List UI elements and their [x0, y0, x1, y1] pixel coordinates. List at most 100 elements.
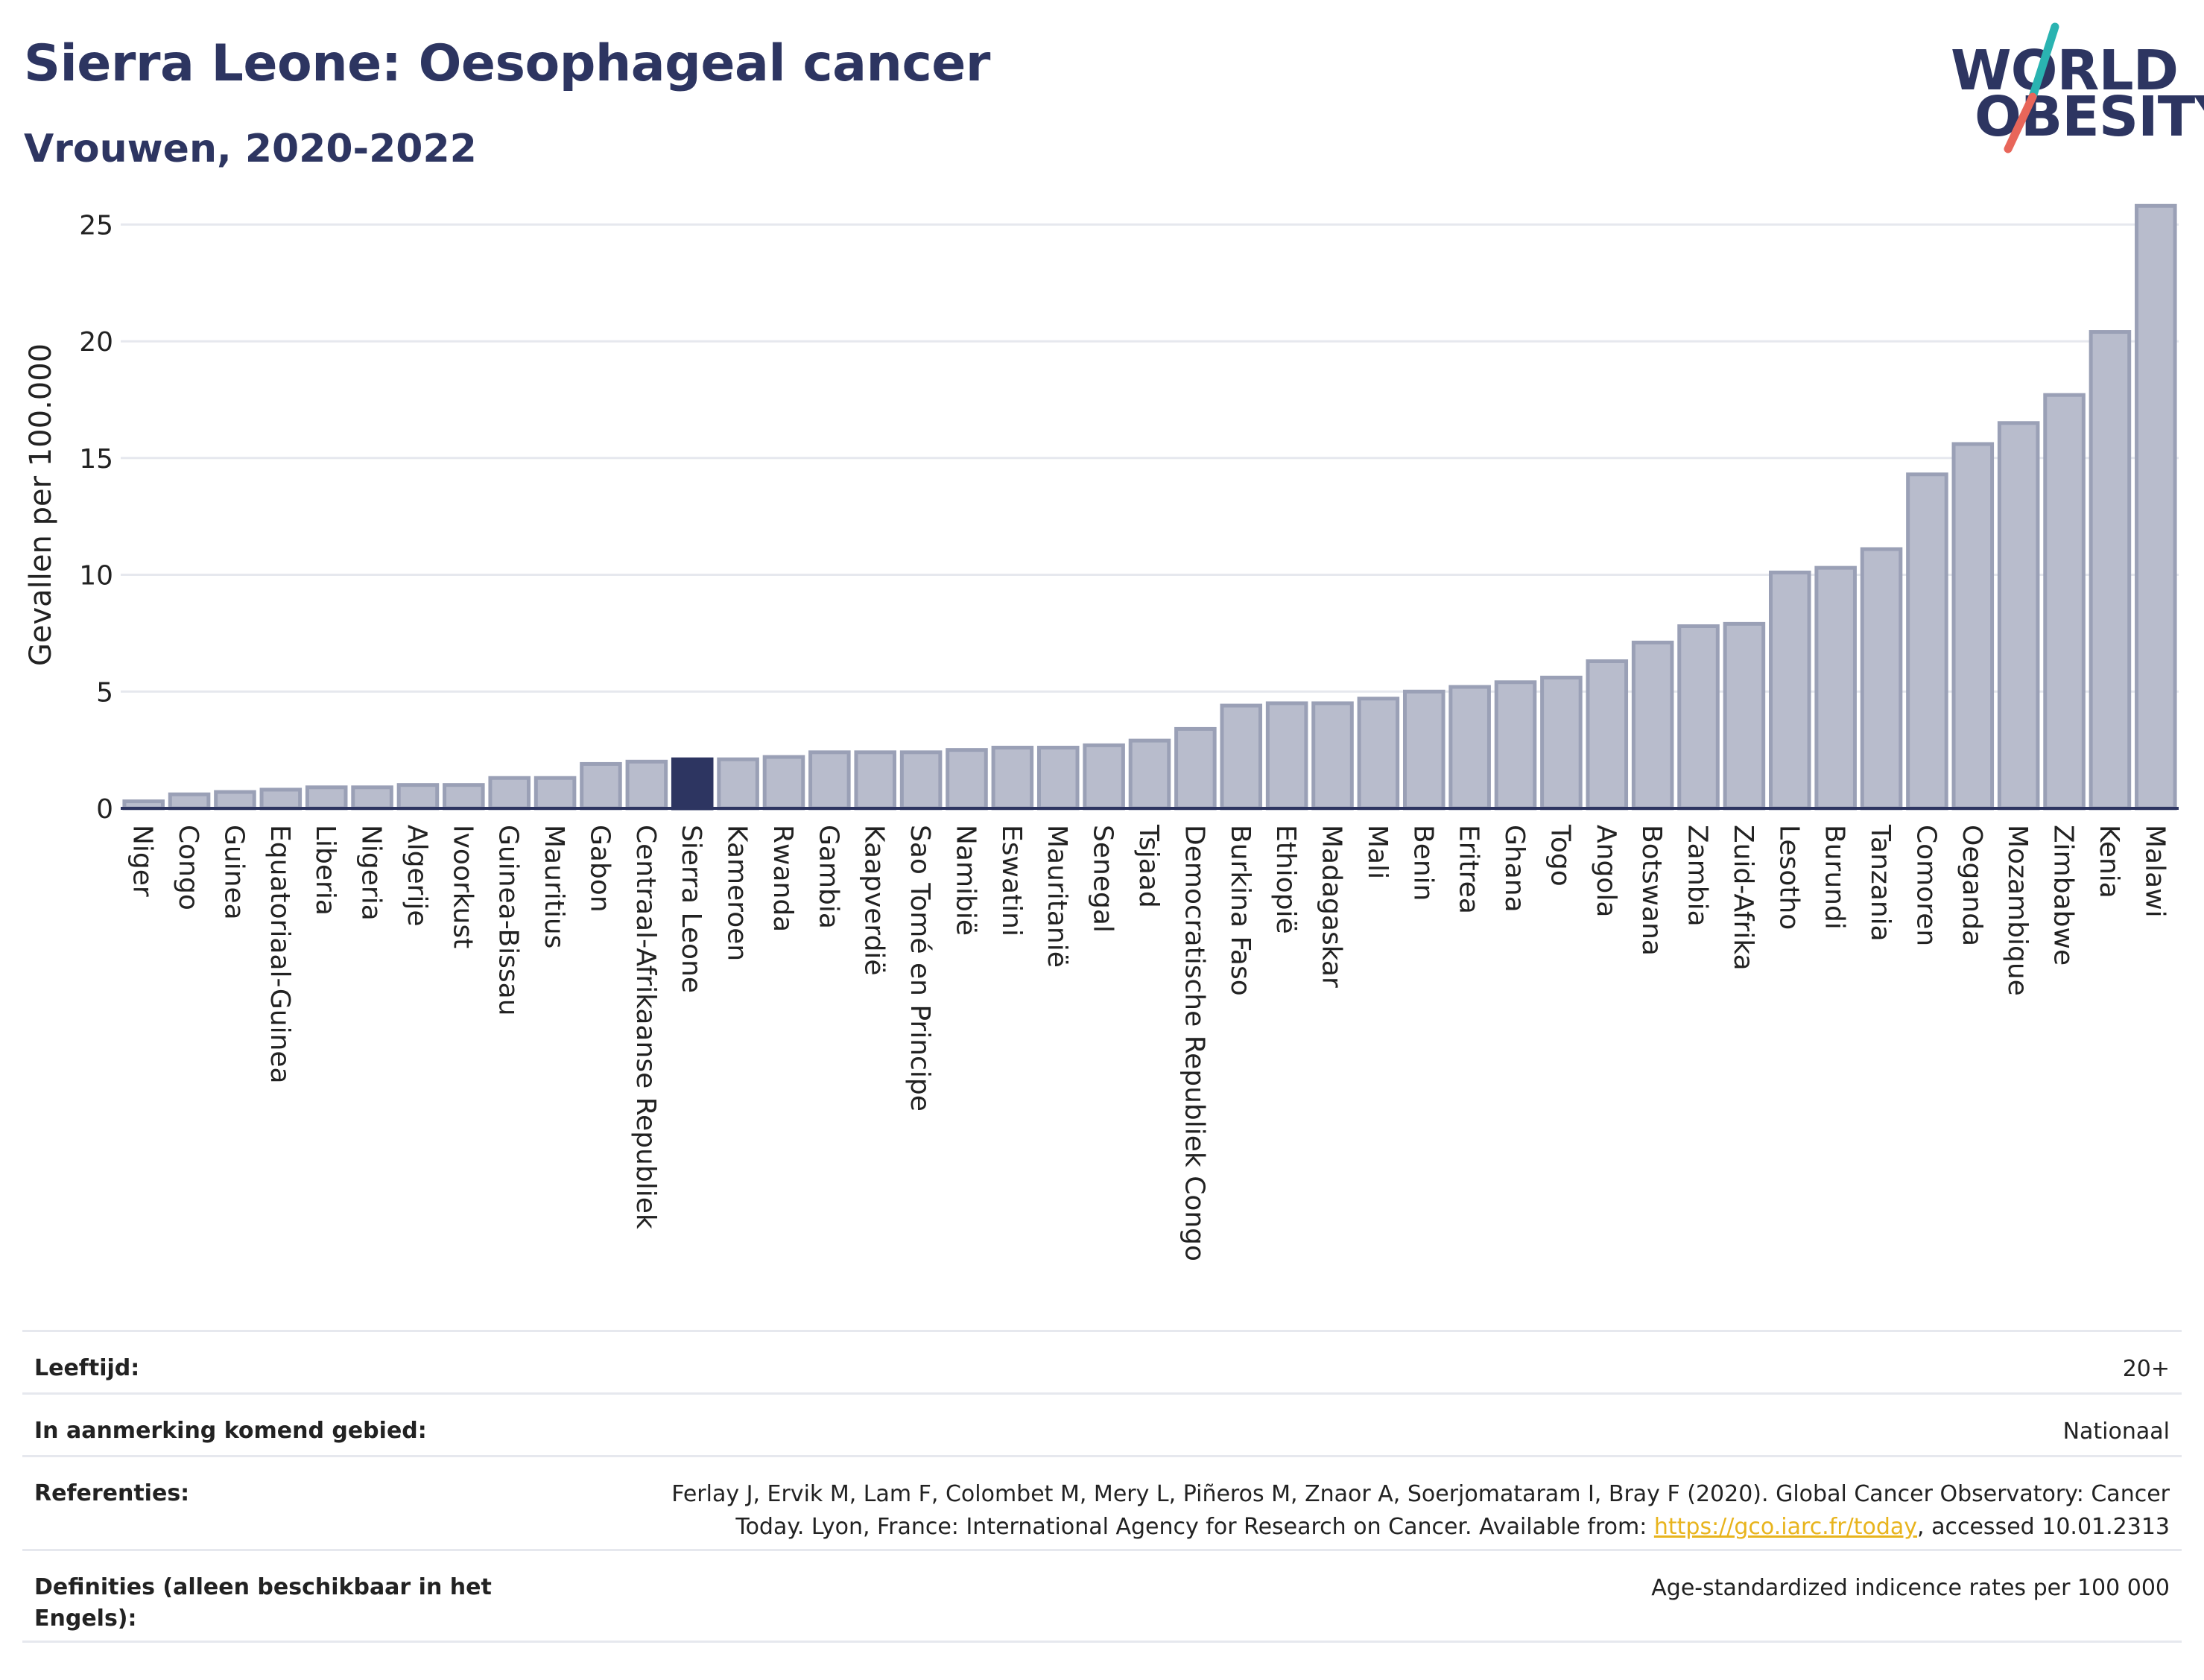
x-tick-label: Kameroen	[722, 825, 753, 961]
bar	[2089, 330, 2132, 811]
bar	[1174, 726, 1217, 811]
bar	[2135, 203, 2177, 811]
references-text-3: , accessed 10.01.2313	[1917, 1514, 2170, 1540]
bar	[1402, 689, 1445, 811]
references-text-2: Today. Lyon, France: International Agenc…	[735, 1514, 1654, 1540]
bar	[1311, 701, 1354, 811]
bar	[1769, 570, 1811, 811]
bar	[214, 790, 256, 811]
references-value: Ferlay J, Ervik M, Lam F, Colombet M, Me…	[671, 1478, 2170, 1544]
age-label: Leeftijd:	[34, 1355, 140, 1381]
bar	[1586, 659, 1629, 811]
area-value: Nationaal	[2062, 1419, 2170, 1445]
bar	[1951, 442, 1995, 811]
x-tick-label: Guinea	[218, 825, 249, 920]
bar	[717, 757, 759, 811]
x-tick-label: Equatoriaal-Guinea	[265, 825, 295, 1084]
bar	[1997, 421, 2040, 811]
x-tick-label: Gabon	[584, 825, 615, 913]
chart-subtitle: Vrouwen, 2020-2022	[24, 127, 477, 171]
meta-row-definitions: Definities (alleen beschikbaar in het En…	[22, 1549, 2182, 1643]
references-text-1: Ferlay J, Ervik M, Lam F, Colombet M, Me…	[671, 1481, 2170, 1507]
x-tick-label: Madagaskar	[1317, 825, 1347, 988]
x-tick-label: Zimbabwe	[2048, 825, 2079, 966]
x-tick-label: Eswatini	[996, 825, 1027, 936]
x-tick-label: Botswana	[1636, 825, 1667, 956]
meta-row-references: Referenties: Ferlay J, Ervik M, Lam F, C…	[22, 1455, 2182, 1549]
bar	[946, 748, 988, 811]
x-tick-label: Kaapverdië	[859, 825, 890, 976]
bar	[168, 792, 211, 811]
bar	[762, 755, 805, 811]
bar-chart: 0 5 10 15 20 25 Gevallen per 100.000 Niger Congo…	[24, 203, 2179, 1261]
references-link[interactable]: https://gco.iarc.fr/today	[1653, 1514, 1918, 1540]
logo-text-world: WORLD	[1951, 39, 2179, 103]
world-obesity-logo[interactable]: WORLD OBESITY	[1937, 15, 2204, 164]
x-tick-label: Mauritanië	[1042, 825, 1072, 968]
x-tick-label: Sierra Leone	[676, 825, 706, 993]
area-label: In aanmerking komend gebied:	[34, 1418, 427, 1444]
x-tick-label: Niger	[127, 825, 158, 897]
bar	[1723, 621, 1766, 811]
bar	[259, 787, 303, 811]
x-tick-label: Angola	[1591, 825, 1621, 917]
y-axis-label: Gevallen per 100.000	[24, 343, 58, 666]
meta-row-area: In aanmerking komend gebied: Nationaal	[22, 1392, 2182, 1455]
bar	[396, 783, 440, 811]
x-tick-label: Ethiopië	[1270, 825, 1301, 934]
x-tick-label: Lesotho	[1773, 825, 1804, 930]
x-tick-label: Tsjaad	[1133, 824, 1164, 908]
references-label: Referenties:	[34, 1480, 190, 1506]
bar	[808, 750, 851, 811]
x-tick-label: Burkina Faso	[1225, 825, 1255, 996]
x-tick-label: Ivoorkust	[447, 825, 478, 948]
bar	[854, 750, 897, 811]
x-tick-label: Nigeria	[356, 825, 387, 921]
definitions-value: Age-standardized indicence rates per 100…	[1651, 1575, 2170, 1601]
x-tick-label: Rwanda	[767, 825, 798, 932]
x-tick-label: Kenia	[2094, 825, 2124, 898]
bar	[580, 761, 622, 811]
bar	[2043, 393, 2086, 811]
x-tick-label: Malawi	[2139, 825, 2170, 918]
bar	[991, 746, 1034, 811]
bar	[1540, 675, 1583, 811]
y-tick-label: 15	[79, 444, 113, 475]
x-tick-label: Ghana	[1499, 825, 1530, 913]
logo-slash-bottom	[2004, 92, 2037, 153]
y-tick-label: 5	[96, 677, 113, 708]
x-tick-label: Sao Tomé en Principe	[905, 825, 935, 1112]
x-tick-label: Algerije	[402, 825, 432, 927]
x-tick-label: Benin	[1407, 825, 1438, 901]
x-tick-label: Guinea-Bissau	[493, 825, 524, 1016]
definitions-label: Definities (alleen beschikbaar in het En…	[34, 1574, 492, 1632]
bar	[1265, 701, 1308, 811]
bar	[1494, 680, 1537, 811]
chart-title: Sierra Leone: Oesophageal cancer	[24, 34, 990, 93]
bar	[533, 776, 577, 811]
y-tick-label: 10	[79, 561, 113, 592]
x-tick-label: Oeganda	[1957, 825, 1987, 946]
metadata-table: Leeftijd: 20+ In aanmerking komend gebie…	[22, 1330, 2182, 1643]
x-tick-label: Gambia	[813, 825, 843, 929]
x-tick-label: Comoren	[1910, 825, 1941, 946]
x-tick-label: Eritrea	[1454, 825, 1484, 914]
x-tick-label: Mali	[1362, 825, 1393, 879]
x-tick-label: Centraal-Afrikaanse Republiek	[630, 825, 661, 1229]
logo-slash-top	[2028, 22, 2059, 101]
x-tick-label: Togo	[1545, 824, 1575, 887]
bar	[1677, 624, 1720, 811]
bar	[1906, 472, 1948, 811]
x-tick-label: Mauritius	[539, 825, 569, 948]
x-tick-label: Namibië	[950, 825, 981, 936]
bar	[351, 785, 393, 811]
y-tick-label: 25	[79, 210, 113, 241]
x-tick-label: Zambia	[1682, 825, 1713, 927]
meta-row-age: Leeftijd: 20+	[22, 1330, 2182, 1392]
x-tick-label: Zuid-Afrika	[1728, 825, 1758, 971]
x-tick-label: Burundi	[1820, 825, 1850, 930]
bar	[899, 750, 943, 811]
x-tick-label: Liberia	[310, 825, 341, 916]
logo-slash-icon	[2004, 22, 2059, 153]
bar	[488, 776, 531, 811]
